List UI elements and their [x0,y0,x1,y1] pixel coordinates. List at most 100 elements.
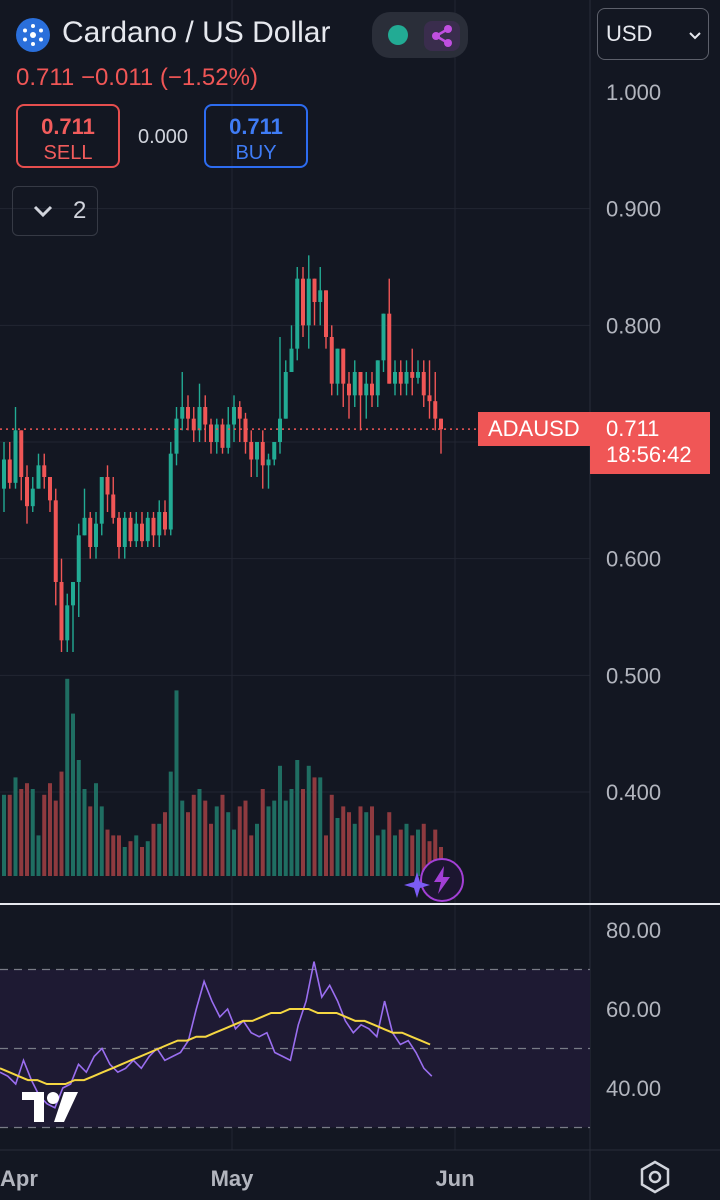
volume-bar [30,789,35,876]
volume-bar [99,806,104,876]
candle-body [439,418,443,430]
volume-bar [174,690,179,876]
buy-price: 0.711 [229,114,283,139]
volume-bar [306,765,311,876]
candle-body [174,418,179,454]
candle-body [255,442,259,460]
settings-gear-icon[interactable] [638,1160,672,1194]
volume-bar [318,777,323,876]
candle-body [209,424,213,443]
candle-body [117,517,121,548]
volume-bar [381,829,386,876]
rsi-axis-label: 60.00 [606,997,661,1022]
currency-label: USD [606,21,653,46]
volume-bar [163,812,167,876]
volume-bar [157,823,162,876]
candle-body [272,442,277,460]
share-network-icon[interactable] [424,21,460,51]
candle-body [111,494,116,518]
candle-body [53,500,58,583]
candle-body [226,424,231,448]
volume-bar [128,841,133,876]
volume-bar [134,835,139,876]
volume-bar [404,823,409,876]
live-status-dot-icon [388,25,408,45]
lightning-bolt-icon[interactable] [420,858,464,902]
volume-bar [48,783,52,876]
volume-bar [53,800,58,876]
volume-bar [140,847,144,876]
volume-bar [94,783,98,876]
volume-bar [197,789,202,876]
candle-body [266,459,271,466]
volume-bar [76,760,81,876]
candle-body [168,453,173,530]
volume-bar [255,823,259,876]
volume-bar [2,794,6,876]
volume-bar [387,812,392,876]
candle-body [163,512,167,530]
volume-bar [88,806,93,876]
price-axis-label: 0.500 [606,663,661,688]
last-price-tag: 0.711 18:56:42 [590,412,710,474]
candle-body [197,407,202,431]
candle-body [151,517,156,536]
volume-bar [364,812,369,876]
sell-button[interactable]: 0.711 SELL [16,104,120,168]
price-axis-label: 0.600 [606,547,661,572]
volume-bar [232,829,236,876]
time-axis-label: Apr [0,1166,38,1191]
candle-body [48,477,52,501]
candle-body [301,278,305,326]
indicators-toggle-button[interactable]: 2 [12,186,98,236]
volume-bar [375,835,380,876]
volume-bar [352,823,357,876]
mode-toggle[interactable] [372,12,468,58]
candle-body [7,459,12,483]
volume-bar [266,806,271,876]
candle-body [306,278,311,326]
volume-bar [301,789,305,876]
volume-bar [13,777,18,876]
volume-bar [180,800,185,876]
candle-body [243,418,248,443]
volume-bar [111,835,116,876]
sparkle-icon[interactable] [404,872,430,898]
currency-select[interactable]: USD [597,8,709,60]
volume-bar [209,823,213,876]
candle-body [260,442,265,466]
candle-body [36,465,41,489]
candle-body [94,523,98,548]
volume-bar [312,777,317,876]
volume-bar [278,765,282,876]
volume-bar [243,800,248,876]
volume-bar [249,835,254,876]
candle-body [65,605,70,641]
volume-bar [191,794,196,876]
candle-body [180,407,185,419]
price-axis-label: 0.800 [606,313,661,338]
volume-bar [427,841,432,876]
symbol-title[interactable]: Cardano / US Dollar [62,16,331,49]
candle-body [381,313,386,361]
sell-price: 0.711 [41,114,95,139]
volume-bar [393,835,397,876]
candle-body [214,424,219,443]
volume-bar [19,789,24,876]
buy-button[interactable]: 0.711 BUY [204,104,308,168]
candle-body [295,278,300,349]
candle-body [25,477,29,507]
bar-countdown: 18:56:42 [606,442,692,467]
rsi-axis-label: 40.00 [606,1076,661,1101]
candle-body [404,372,409,384]
chevron-down-icon [33,205,53,218]
price-axis-label: 0.400 [606,780,661,805]
candle-body [370,383,374,396]
candle-body [186,407,190,419]
volume-bar [358,806,363,876]
candle-body [364,383,369,396]
volume-bar [214,806,219,876]
candle-body [410,372,415,378]
